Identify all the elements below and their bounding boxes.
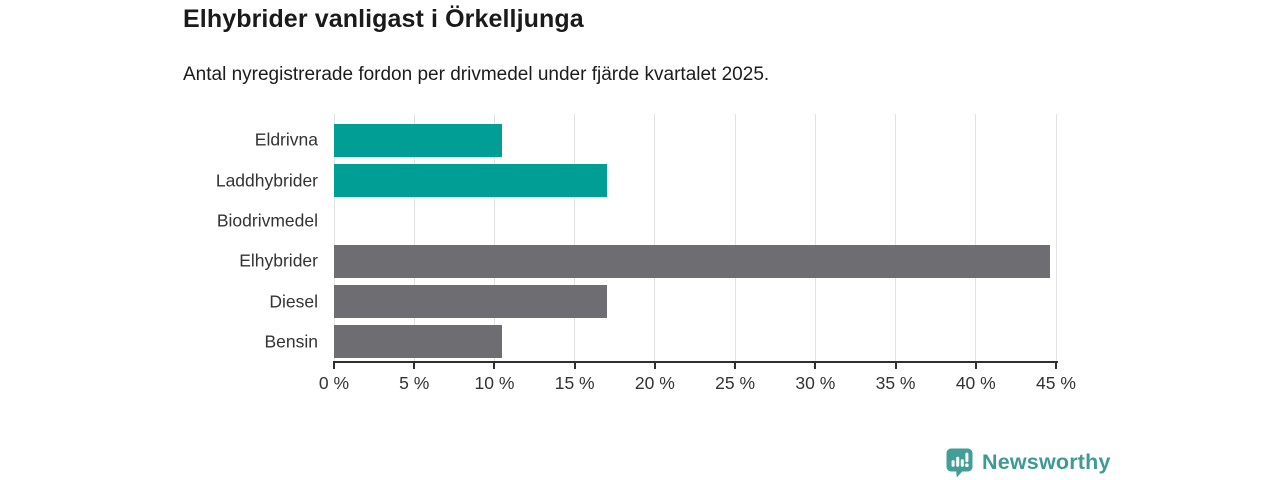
grid-line xyxy=(574,114,576,362)
x-tick-label: 20 % xyxy=(634,373,675,393)
grid-line xyxy=(413,114,415,362)
category-label: Eldrivna xyxy=(254,129,318,150)
x-tick-label: 30 % xyxy=(795,373,836,393)
x-tick-label: 45 % xyxy=(1036,373,1076,393)
x-tick-label: 35 % xyxy=(875,373,916,393)
x-tick xyxy=(1055,362,1057,369)
bar-eldrivna xyxy=(334,123,503,157)
x-tick xyxy=(734,362,737,369)
x-tick xyxy=(493,362,496,369)
x-tick xyxy=(974,362,977,369)
bar-laddhybrider xyxy=(334,164,607,197)
chart-subtitle: Antal nyregistrerade fordon per drivmede… xyxy=(183,64,770,85)
x-axis-line xyxy=(333,361,1058,363)
x-tick-label: 15 % xyxy=(554,373,595,393)
grid-line xyxy=(333,114,335,362)
bar-diesel xyxy=(334,285,607,318)
category-label: Biodrivmedel xyxy=(216,210,318,231)
x-tick xyxy=(573,362,576,369)
x-tick-label: 25 % xyxy=(715,373,756,393)
x-tick xyxy=(413,362,416,369)
x-tick-label: 0 % xyxy=(318,373,350,393)
chart-title: Elhybrider vanligast i Örkelljunga xyxy=(183,5,584,33)
grid-line xyxy=(895,114,897,362)
grid-line xyxy=(493,114,495,362)
category-axis: Eldrivna Laddhybrider Biodrivmedel Elhybrid… xyxy=(0,120,318,362)
newsworthy-logo-text: Newsworthy xyxy=(982,450,1111,474)
grid-line xyxy=(1055,114,1057,362)
x-tick-label: 40 % xyxy=(955,373,996,393)
newsworthy-logo-icon xyxy=(944,447,974,478)
x-tick-label: 10 % xyxy=(474,373,515,393)
grid-line xyxy=(734,114,736,362)
category-label: Laddhybrider xyxy=(215,170,318,190)
x-tick xyxy=(333,362,335,369)
grid-line xyxy=(975,114,977,362)
plot-area: 0 % 5 % 10 % 15 % 20 % 25 % 30 % 35 % 40 % 45 % xyxy=(319,114,1076,393)
bar-bensin xyxy=(334,325,503,359)
grid-line xyxy=(654,114,656,362)
category-label: Elhybrider xyxy=(239,250,318,271)
x-tick xyxy=(814,362,817,369)
newsworthy-logo[interactable]: Newsworthy xyxy=(944,447,1111,478)
x-tick xyxy=(894,362,897,369)
x-tick-label: 5 % xyxy=(399,373,430,393)
category-label: Bensin xyxy=(264,331,318,352)
grid-line xyxy=(814,114,816,362)
x-tick xyxy=(653,362,656,369)
category-label: Diesel xyxy=(269,291,318,311)
bar-elhybrider xyxy=(334,244,1050,278)
